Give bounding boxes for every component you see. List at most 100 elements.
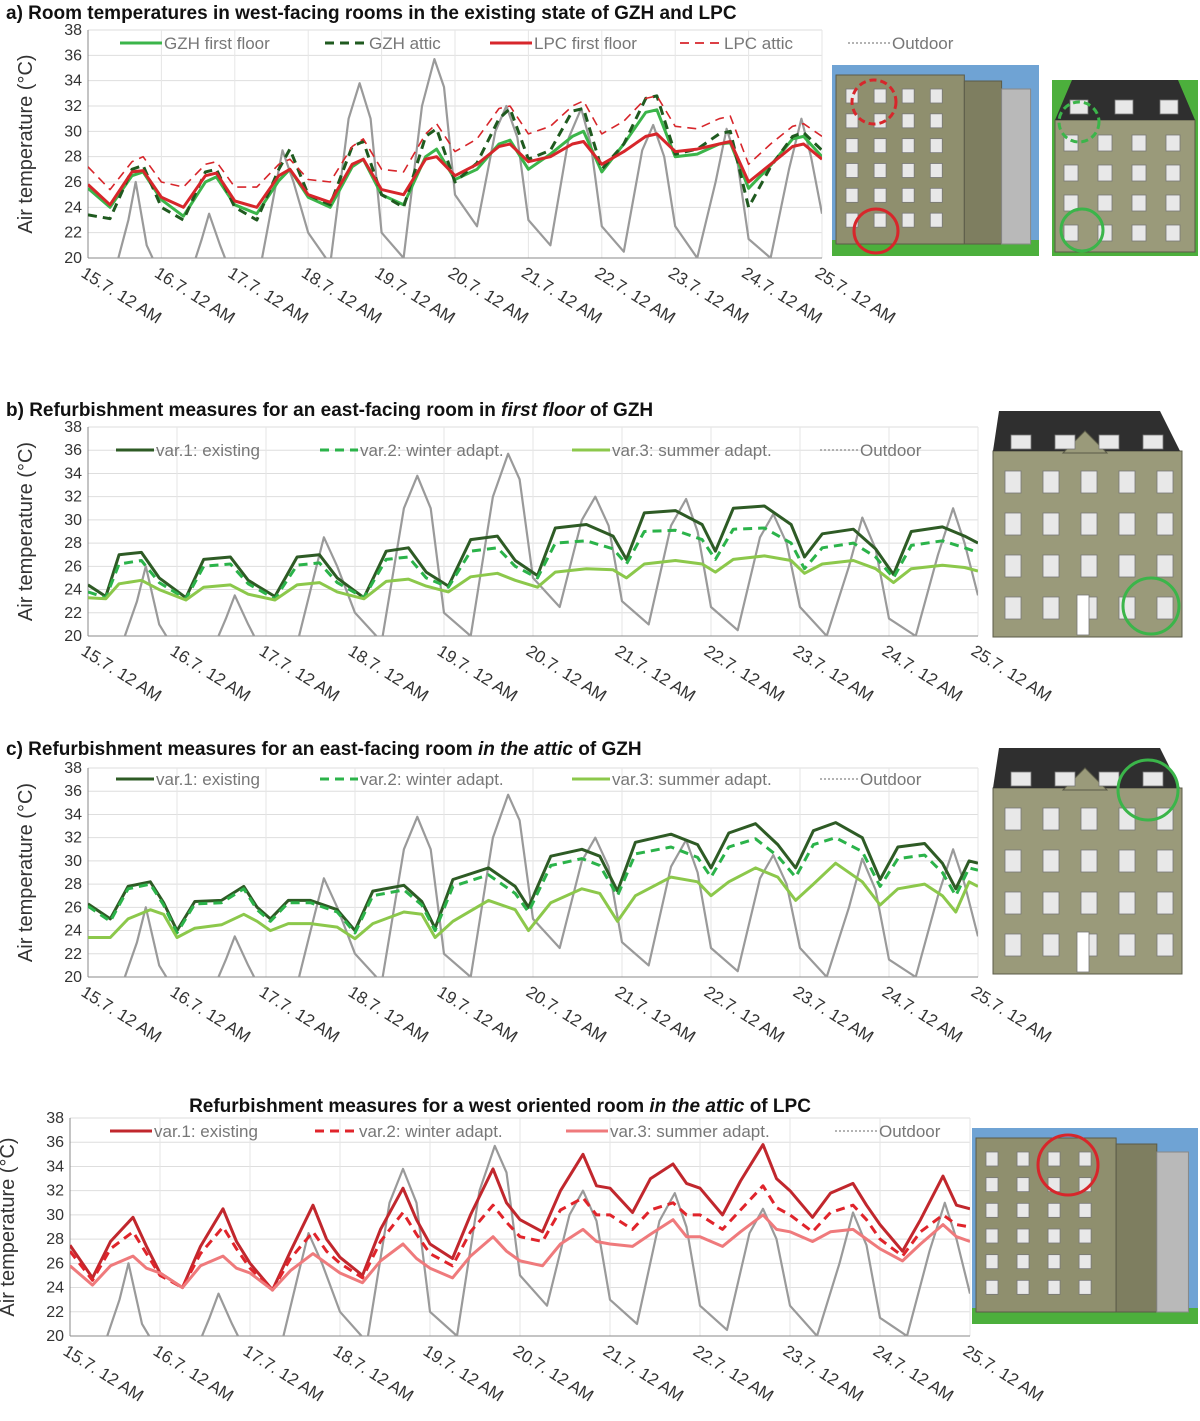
window bbox=[1047, 1279, 1061, 1295]
y-tick-label: 24 bbox=[64, 582, 82, 599]
window bbox=[1156, 849, 1174, 873]
x-tick-label: 18.7. 12 AM bbox=[298, 263, 385, 327]
y-tick-label: 32 bbox=[46, 1183, 64, 1200]
y-tick-label: 26 bbox=[64, 558, 82, 575]
chart-title-part: of GZH bbox=[585, 400, 654, 421]
x-tick-label: 17.7. 12 AM bbox=[240, 1341, 327, 1405]
chart-title-part: of LPC bbox=[744, 1096, 811, 1117]
window bbox=[929, 163, 943, 178]
room-marker bbox=[1121, 576, 1181, 636]
building-illustration bbox=[1052, 80, 1198, 256]
window bbox=[873, 138, 887, 154]
x-tick-label: 20.7. 12 AM bbox=[445, 263, 532, 327]
window bbox=[1047, 1254, 1061, 1270]
window bbox=[1097, 164, 1113, 182]
series-line-outdoor bbox=[123, 452, 978, 636]
window bbox=[1080, 512, 1098, 536]
window bbox=[873, 113, 887, 129]
roof bbox=[993, 411, 1180, 451]
legend-label: Outdoor bbox=[860, 770, 922, 789]
x-tick-label: 16.7. 12 AM bbox=[167, 641, 254, 705]
facade-side bbox=[1115, 1143, 1158, 1313]
entrance-door bbox=[1076, 594, 1090, 636]
window bbox=[1156, 596, 1174, 620]
window bbox=[929, 138, 943, 154]
y-tick-label: 38 bbox=[64, 22, 82, 39]
legend-label: var.1: existing bbox=[156, 441, 260, 460]
window bbox=[1131, 194, 1147, 212]
window bbox=[1042, 933, 1060, 957]
window bbox=[1004, 596, 1022, 620]
x-tick-label: 23.7. 12 AM bbox=[790, 982, 877, 1046]
series-line-var-1-existing bbox=[88, 821, 978, 933]
x-tick-label: 24.7. 12 AM bbox=[879, 982, 966, 1046]
window bbox=[901, 163, 915, 178]
room-marker bbox=[1116, 758, 1180, 822]
chart-title-part: first floor bbox=[501, 400, 586, 421]
window bbox=[1016, 1254, 1030, 1270]
building-illustration bbox=[985, 405, 1190, 641]
dormer-window bbox=[1010, 434, 1032, 450]
x-tick-label: 24.7. 12 AM bbox=[738, 263, 825, 327]
dormer-window bbox=[1098, 434, 1120, 450]
window bbox=[1118, 512, 1136, 536]
window bbox=[1080, 554, 1098, 578]
x-tick-label: 19.7. 12 AM bbox=[371, 263, 458, 327]
window bbox=[1042, 849, 1060, 873]
window bbox=[1016, 1279, 1030, 1295]
chart-title-part: c) Refurbishment measures for an east-fa… bbox=[6, 739, 478, 760]
x-tick-label: 16.7. 12 AM bbox=[167, 982, 254, 1046]
window bbox=[1097, 134, 1113, 152]
x-tick-label: 21.7. 12 AM bbox=[600, 1341, 687, 1405]
x-tick-label: 18.7. 12 AM bbox=[345, 982, 432, 1046]
dormer-window bbox=[1142, 771, 1164, 787]
legend-label: var.1: existing bbox=[154, 1122, 258, 1141]
chart-c: c) Refurbishment measures for an east-fa… bbox=[6, 739, 1055, 1046]
y-tick-label: 24 bbox=[64, 199, 82, 216]
series-line-lpc-attic bbox=[88, 95, 822, 191]
x-tick-label: 22.7. 12 AM bbox=[701, 641, 788, 705]
roof bbox=[993, 748, 1180, 788]
chart-title-part: b) Refurbishment measures for an east-fa… bbox=[6, 400, 501, 421]
window bbox=[1156, 470, 1174, 494]
window bbox=[901, 187, 915, 203]
window bbox=[1156, 933, 1174, 957]
y-tick-label: 20 bbox=[64, 628, 82, 645]
window bbox=[1042, 891, 1060, 915]
window bbox=[901, 88, 915, 104]
x-tick-label: 25.7. 12 AM bbox=[960, 1341, 1047, 1405]
series-line-outdoor bbox=[106, 1144, 970, 1336]
window bbox=[1004, 933, 1022, 957]
y-tick-label: 34 bbox=[64, 806, 82, 823]
chart-title: c) Refurbishment measures for an east-fa… bbox=[6, 739, 642, 760]
building-illustration bbox=[972, 1128, 1198, 1324]
y-tick-label: 26 bbox=[46, 1255, 64, 1272]
facade bbox=[975, 1137, 1117, 1313]
window bbox=[1080, 849, 1098, 873]
room-marker bbox=[850, 78, 898, 126]
x-tick-label: 17.7. 12 AM bbox=[256, 641, 343, 705]
window bbox=[1118, 470, 1136, 494]
x-tick-label: 20.7. 12 AM bbox=[523, 982, 610, 1046]
y-tick-label: 30 bbox=[46, 1207, 64, 1224]
y-tick-label: 20 bbox=[46, 1328, 64, 1345]
window bbox=[1078, 1254, 1092, 1270]
legend-label: Outdoor bbox=[860, 441, 922, 460]
y-tick-label: 38 bbox=[64, 760, 82, 777]
chart-title-part: Refurbishment measures for a west orient… bbox=[189, 1096, 649, 1117]
series-line-var-2-winter-adapt- bbox=[88, 526, 978, 601]
window bbox=[1016, 1151, 1030, 1167]
window bbox=[1097, 194, 1113, 212]
y-tick-label: 34 bbox=[64, 465, 82, 482]
legend-label: GZH first floor bbox=[164, 34, 270, 53]
chart-title-part: in the attic bbox=[478, 739, 573, 760]
window bbox=[1042, 512, 1060, 536]
window bbox=[1042, 470, 1060, 494]
y-tick-label: 22 bbox=[64, 605, 82, 622]
series-line-outdoor bbox=[123, 793, 978, 977]
legend-label: Outdoor bbox=[879, 1122, 941, 1141]
x-tick-label: 15.7. 12 AM bbox=[78, 982, 165, 1046]
window bbox=[1004, 891, 1022, 915]
dormer-window bbox=[1054, 434, 1076, 450]
